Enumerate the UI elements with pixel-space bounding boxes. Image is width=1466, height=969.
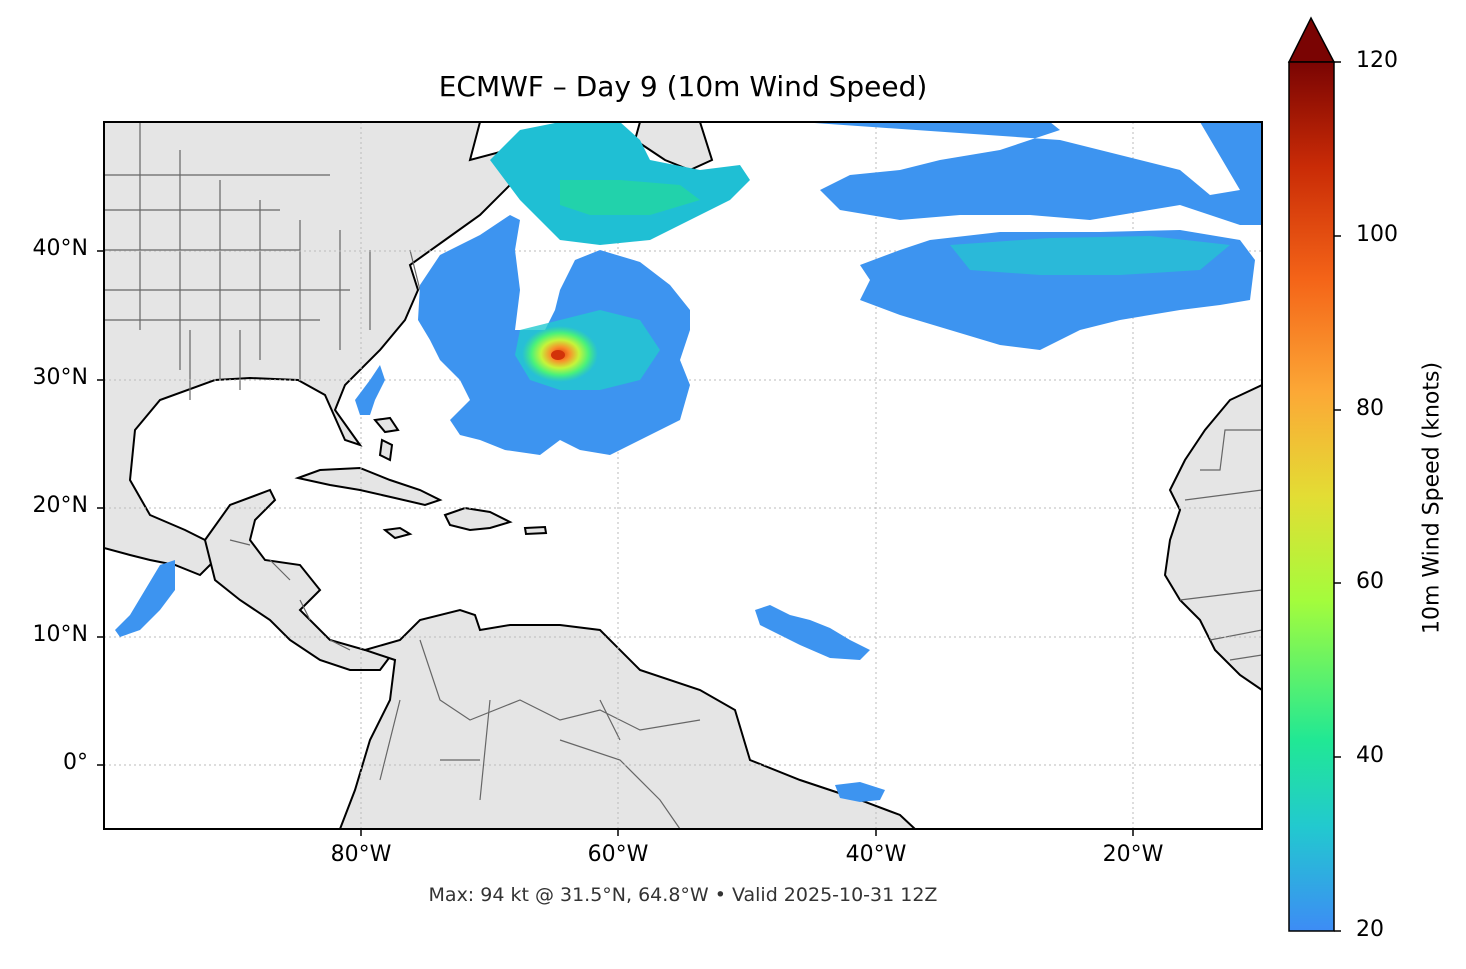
colorbar	[1287, 16, 1341, 932]
florida-patch	[355, 365, 385, 415]
border-layer	[104, 122, 1262, 829]
colorbar-label: 10m Wind Speed (knots)	[1419, 361, 1445, 635]
lat-tick-label: 40°N	[32, 236, 88, 261]
lat-tick-label: 30°N	[32, 365, 88, 390]
map-frame	[103, 121, 1263, 830]
mid-atlantic-core	[950, 236, 1230, 275]
lon-tick-label: 20°W	[1102, 842, 1164, 867]
colorbar-tick-label: 60	[1356, 569, 1384, 594]
bahamas-land	[373, 416, 400, 462]
africa-land	[1163, 383, 1262, 692]
lon-tick-label: 40°W	[845, 842, 907, 867]
central-america-land	[203, 488, 397, 671]
colorbar-tick-label: 80	[1356, 396, 1384, 421]
cuba-land	[294, 466, 443, 507]
lat-tick-label: 20°N	[32, 493, 88, 518]
puerto-rico-land	[523, 525, 548, 536]
lon-tick-label: 80°W	[330, 842, 392, 867]
hispaniola-land	[443, 506, 513, 532]
lat-tick-label: 0°	[63, 750, 88, 775]
colorbar-bar	[1288, 61, 1335, 932]
lon-tick-label: 60°W	[587, 842, 649, 867]
hurricane-eye	[551, 350, 565, 360]
south-patch	[835, 782, 885, 802]
wind-field	[115, 122, 1262, 802]
tick-marks	[97, 250, 1134, 836]
lat-tick-label: 10°N	[32, 622, 88, 647]
north-america-land	[104, 122, 522, 577]
northern-jet-core	[560, 180, 700, 215]
colorbar-tick-label: 40	[1356, 743, 1384, 768]
mid-atlantic-region-north	[800, 122, 1262, 225]
map-title: ECMWF – Day 9 (10m Wind Speed)	[438, 70, 928, 103]
south-america-land	[338, 608, 917, 829]
colorbar-tick-label: 100	[1356, 222, 1398, 247]
jamaica-land	[382, 526, 413, 540]
tropical-patch	[755, 605, 870, 660]
colorbar-tick-label: 120	[1356, 48, 1398, 73]
colorbar-extend-arrow	[1287, 16, 1336, 63]
colorbar-tick-label: 20	[1356, 917, 1384, 942]
map-subtitle: Max: 94 kt @ 31.5°N, 64.8°W • Valid 2025…	[428, 884, 938, 906]
pacific-patch	[115, 560, 175, 637]
